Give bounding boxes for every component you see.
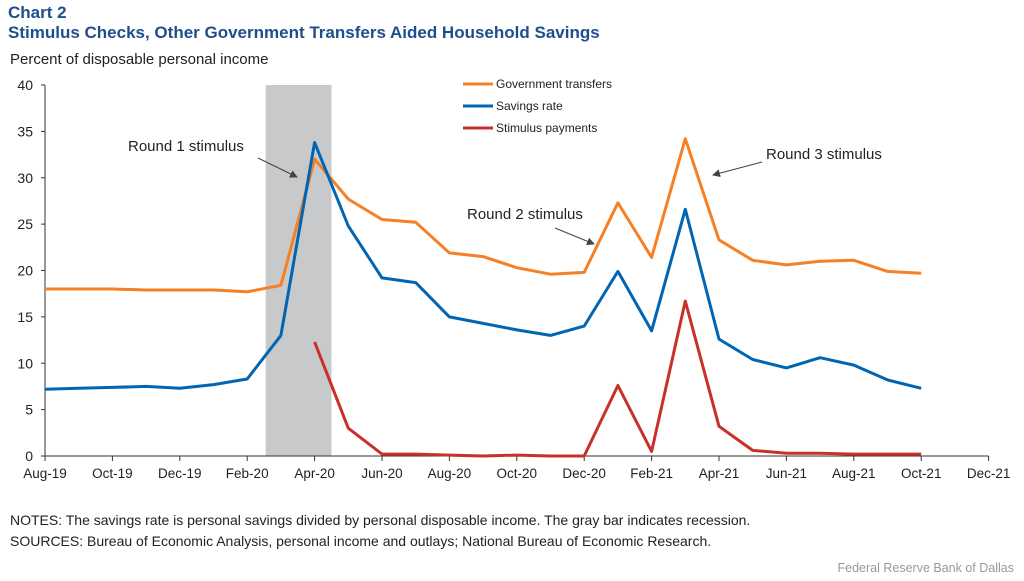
chart-kicker: Chart 2 — [8, 3, 67, 22]
x-tick-label: Oct-19 — [92, 466, 133, 481]
x-tick-label: Aug-19 — [23, 466, 67, 481]
recession-bar — [265, 85, 332, 456]
x-tick-label: Oct-20 — [497, 466, 538, 481]
series-line-government-transfers — [45, 137, 922, 294]
x-tick-label: Jun-20 — [361, 466, 402, 481]
y-tick-label: 10 — [17, 355, 33, 371]
x-tick-label: Feb-21 — [630, 466, 673, 481]
legend-label: Stimulus payments — [496, 121, 597, 135]
line-chart: 0 5 10 15 20 25 30 35 40 Aug-19 Oct-19 Dec-19 Feb-20… — [17, 77, 1011, 481]
x-tick-label: Dec-19 — [158, 466, 202, 481]
annotation-arrow — [554, 227, 595, 246]
sources: SOURCES: Bureau of Economic Analysis, pe… — [10, 533, 712, 549]
legend-label: Savings rate — [496, 99, 563, 113]
y-axis-label: Percent of disposable personal income — [10, 51, 269, 68]
x-tick-label: Apr-20 — [294, 466, 335, 481]
annotation-label: Round 3 stimulus — [766, 146, 882, 163]
y-tick-label: 20 — [17, 263, 33, 279]
series-line-savings-rate — [44, 141, 922, 391]
x-tick-label: Feb-20 — [226, 466, 269, 481]
y-tick-label: 0 — [25, 448, 33, 464]
y-tick-label: 15 — [17, 309, 33, 325]
annotation-label: Round 1 stimulus — [128, 138, 244, 155]
y-tick-label: 5 — [25, 402, 33, 418]
annotation-arrow — [712, 161, 763, 178]
x-tick-label: Oct-21 — [901, 466, 942, 481]
series-line-stimulus-payments — [313, 299, 922, 458]
credit: Federal Reserve Bank of Dallas — [837, 561, 1014, 575]
x-tick-label: Dec-20 — [562, 466, 606, 481]
annotation-label: Round 2 stimulus — [467, 206, 583, 223]
y-tick-label: 25 — [17, 216, 33, 232]
y-tick-label: 40 — [17, 77, 33, 93]
legend-label: Government transfers — [496, 77, 612, 91]
x-tick-label: Apr-21 — [699, 466, 740, 481]
x-tick-label: Aug-20 — [428, 466, 472, 481]
x-tick-label: Dec-21 — [967, 466, 1011, 481]
y-tick-label: 30 — [17, 170, 33, 186]
x-tick-label: Aug-21 — [832, 466, 876, 481]
y-tick-label: 35 — [17, 123, 33, 139]
annotation-arrow — [257, 157, 298, 178]
notes: NOTES: The savings rate is personal savi… — [10, 512, 751, 528]
chart-title: Stimulus Checks, Other Government Transf… — [8, 23, 600, 42]
x-tick-label: Jun-21 — [766, 466, 807, 481]
